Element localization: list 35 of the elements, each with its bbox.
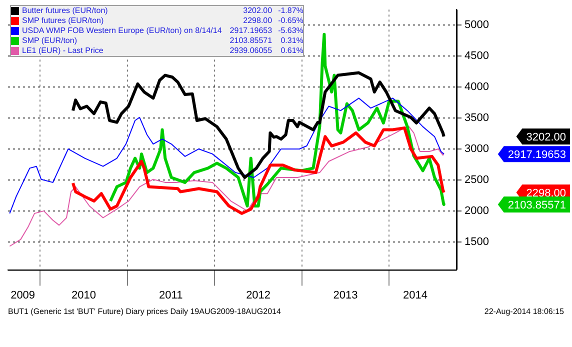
x-tick-label: 2011 xyxy=(159,289,183,302)
y-tick-label: 2500 xyxy=(464,174,490,186)
annotation: -1.87% xyxy=(278,6,304,16)
x-tick-label: 2010 xyxy=(71,289,96,302)
y-tick-label: 1500 xyxy=(464,236,490,248)
text: 2917.19653 xyxy=(508,149,566,162)
text: 2103.85571 xyxy=(508,200,566,212)
text: 2298.00 xyxy=(526,188,566,200)
y-tick-label: 3500 xyxy=(464,112,490,124)
legend-label: SMP (EUR/ton) xyxy=(22,36,78,46)
legend-label: SMP futures (EUR/ton) xyxy=(22,16,105,26)
x-tick-label: 2014 xyxy=(402,289,428,302)
x-tick-label: 2013 xyxy=(333,289,358,302)
annotation: 2939.06055 xyxy=(230,46,274,56)
y-tick-label: 4500 xyxy=(464,50,490,62)
y-tick-label: 2000 xyxy=(464,204,490,217)
legend-label: USDA WMP FOB Western Europe (EUR/ton) on 8/14/14 xyxy=(22,26,223,36)
annotation: 3202.00 xyxy=(242,6,274,16)
annotation: 2103.85571 xyxy=(230,36,274,46)
x-tick-label: 2009 xyxy=(10,289,36,302)
annotation: -0.65% xyxy=(278,16,304,26)
annotation: 0.61% xyxy=(280,46,304,56)
y-tick-label: 5000 xyxy=(464,19,490,32)
legend-label: LE1 (EUR) - Last Price xyxy=(22,46,104,56)
annotation: -5.63% xyxy=(278,26,304,36)
text: 22-Aug-2014 18:06:15 xyxy=(484,307,564,316)
legend-label: Butter futures (EUR/ton) xyxy=(22,6,109,16)
text: 3202.00 xyxy=(526,132,566,144)
y-tick-label: 4000 xyxy=(464,81,490,94)
annotation: 2298.00 xyxy=(242,16,274,26)
annotation: 2917.19653 xyxy=(230,26,274,36)
y-tick-label: 3000 xyxy=(464,143,490,156)
annotation: 0.31% xyxy=(280,36,304,46)
text: BUT1 (Generic 1st 'BUT' Future) Diary prices Daily 19AUG2009-18AUG2014 xyxy=(8,307,281,316)
x-tick-label: 2012 xyxy=(246,289,271,302)
